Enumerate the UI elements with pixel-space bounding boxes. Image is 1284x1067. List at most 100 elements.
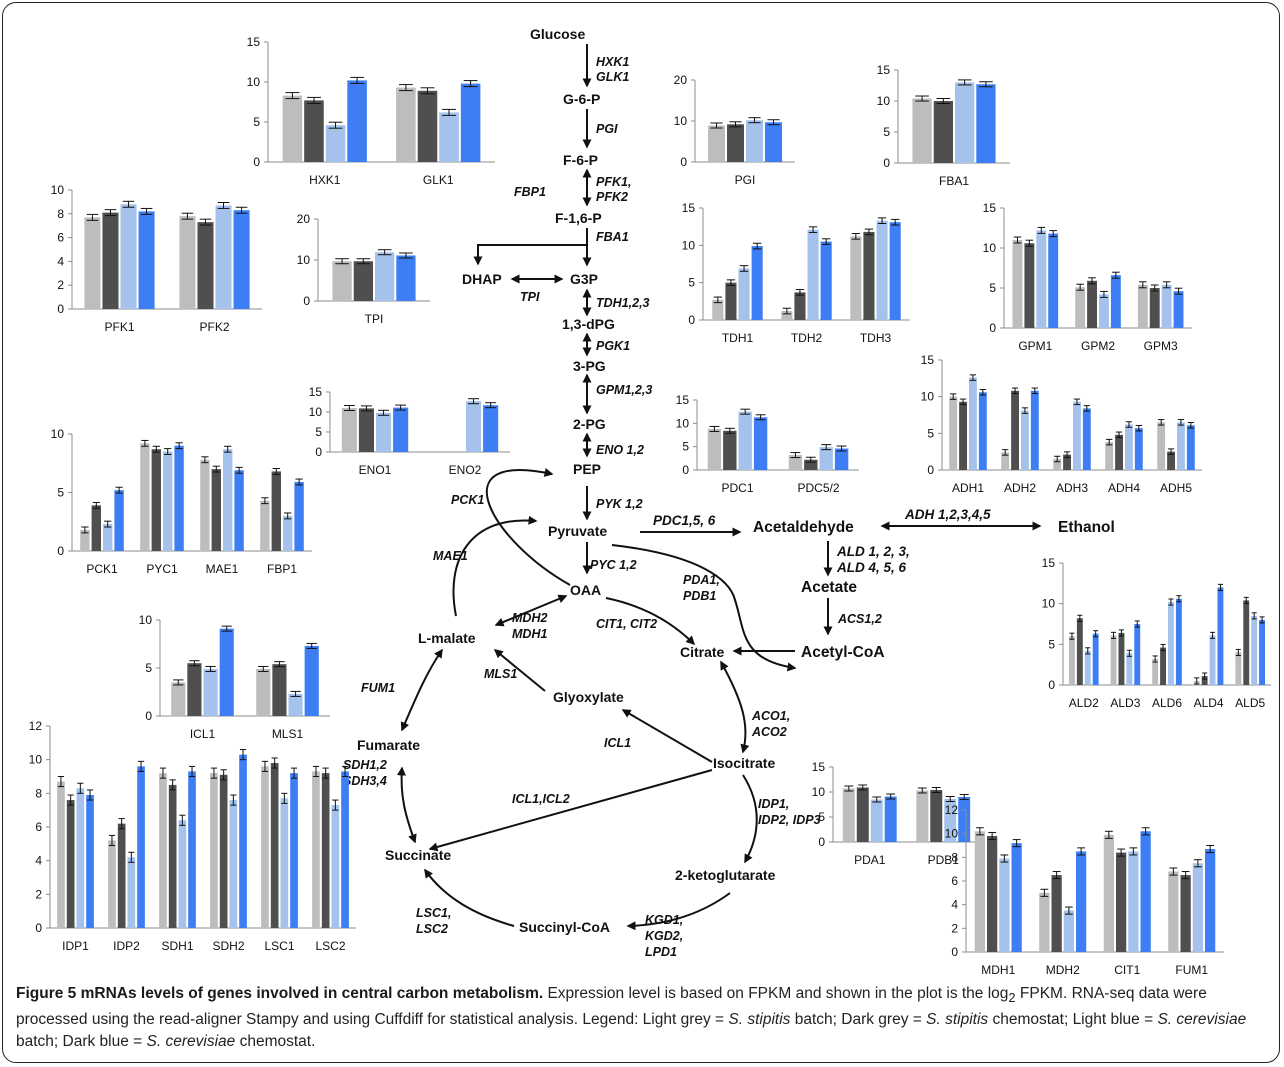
arrow-pyruvate-acetylcoa [611,544,797,672]
enzyme-mdh2: MDH2 [512,611,547,625]
enzyme-sdh12: SDH1,2 [343,758,387,772]
category-label: FBA1 [939,174,969,188]
bar [332,261,352,301]
y-tick-label: 0 [57,544,64,558]
enzyme-lsc1: LSC1, [416,906,451,920]
figure-caption: Figure 5 mRNAs levels of genes involved … [16,983,1266,1053]
bar [1137,284,1148,328]
bar [807,229,819,320]
arrow-citrate-isocitrate [720,660,750,754]
bar-chart-tdh1-tdh2-tdh3: 0 5 10 15 TDH1 TDH2 TDH3 [682,201,910,345]
bar [723,430,737,470]
bar [912,98,932,163]
bar [870,799,883,842]
category-label: ALD4 [1194,696,1224,710]
y-tick-label: 0 [57,302,64,316]
node-fumarate: Fumarate [357,737,420,753]
bar [168,784,177,928]
enzyme-labels: HXK1 GLK1 PGI FBP1 PFK1, PFK2 FBA1 TPI T… [343,55,991,959]
bar [200,459,210,551]
bar [159,773,167,928]
enzyme-idp1: IDP1, [758,797,789,811]
category-label: ALD6 [1152,696,1182,710]
y-tick-label: 4 [951,898,958,912]
bar [1073,401,1081,470]
bar [138,211,155,309]
y-tick-label: 10 [1042,597,1056,611]
bar [211,469,221,551]
category-label: PDC1 [721,481,753,495]
node-citrate: Citrate [680,644,725,660]
bar [958,797,971,842]
enzyme-eno: ENO 1,2 [596,443,644,457]
y-tick-label: 10 [676,416,690,430]
bar [223,449,233,551]
bar [1110,635,1117,685]
y-tick-label: 15 [812,760,826,774]
bar [969,377,977,470]
y-tick-label: 20 [674,73,688,87]
y-tick-label: 0 [951,945,958,959]
bar [1201,676,1208,685]
y-tick-label: 0 [682,463,689,477]
y-tick-label: 10 [29,753,43,767]
bar [171,682,186,716]
bar [294,481,304,551]
y-tick-label: 8 [57,207,64,221]
bar [856,787,869,842]
bar [103,524,113,551]
bar [1177,422,1185,470]
y-tick-label: 15 [877,63,891,77]
category-label: IDP1 [62,939,89,953]
bar [1087,280,1097,328]
y-tick-label: 10 [51,183,65,197]
y-tick-label: 5 [1048,637,1055,651]
category-label: PDB1 [928,853,960,867]
bar [1001,452,1010,470]
node-f6p: F-6-P [563,152,598,168]
caption-subscript: 2 [1008,990,1016,1006]
bar [933,101,953,163]
category-label: ADH4 [1108,481,1140,495]
bar [1259,619,1266,685]
category-label: PDA1 [854,853,886,867]
enzyme-pfk1: PFK1, [596,175,631,189]
caption-species-4: S. cerevisiae [146,1033,236,1051]
y-tick-label: 10 [682,238,696,252]
category-label: TDH1 [722,331,754,345]
node-isocitrate: Isocitrate [713,755,775,771]
bar [321,773,330,928]
bar [1134,428,1143,470]
bar [850,236,862,320]
bar [1021,410,1029,470]
bar [1175,598,1182,685]
bar-chart-idp1-idp2-sdh1-sdh2-lsc1-lsc2: 0 2 4 6 8 10 12 IDP1 IDP2 SDH1 SDH2 LSC1 LSC2 [29,719,356,953]
y-tick-label: 0 [688,313,695,327]
caption-text-5: batch; Dark blue = [16,1033,147,1051]
arrow-f16p-dhap [473,244,587,266]
bar [1110,275,1121,328]
bar [229,800,238,928]
bar [1161,284,1172,328]
bar [1063,910,1075,952]
bar [84,217,101,309]
enzyme-mls1: MLS1 [484,667,517,681]
y-tick-label: 0 [303,294,310,308]
category-label: TDH2 [791,331,823,345]
bar [1180,875,1191,952]
y-tick-label: 10 [309,405,323,419]
enzyme-ald-2: ALD 4, 5, 6 [836,560,907,575]
bar [1053,459,1062,470]
bar [1048,233,1059,328]
bar [1205,849,1216,952]
arrow-2kg-succinylcoa [626,892,731,931]
bar [1157,422,1166,470]
bar [1149,288,1160,328]
node-f16p: F-1,6-P [555,210,602,226]
bar [347,80,367,162]
bar [271,471,281,551]
y-tick-label: 15 [921,353,935,367]
y-tick-label: 0 [680,155,687,169]
y-tick-label: 10 [139,613,153,627]
